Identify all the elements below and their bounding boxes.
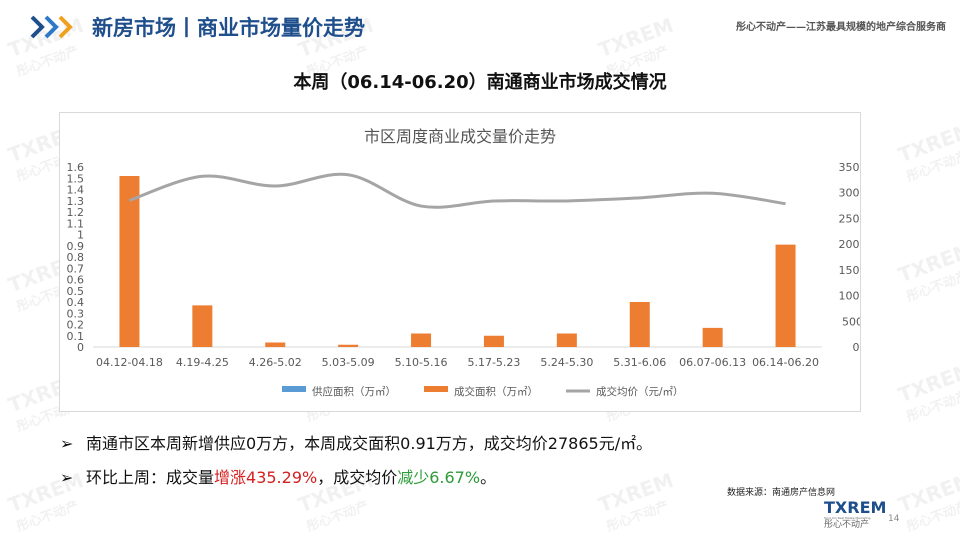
deal-bar <box>192 305 213 347</box>
y-left-tick-label: 0.7 <box>67 262 85 275</box>
deal-bar <box>775 244 796 347</box>
x-tick-label: 5.24-5.30 <box>540 356 593 369</box>
combo-chart: 00.10.20.30.40.50.60.70.80.911.11.21.31.… <box>67 161 874 398</box>
x-tick-label: 5.03-5.09 <box>322 356 375 369</box>
y-left-tick-label: 0.4 <box>67 296 85 309</box>
bullet-arrow-icon: ➢ <box>60 434 74 453</box>
y-right-tick-label: 15000 <box>839 264 861 277</box>
y-left-tick-label: 0 <box>77 341 84 354</box>
volume-change: 增涨435.29% <box>214 468 318 487</box>
y-left-tick-label: 0.2 <box>67 319 85 332</box>
y-left-tick-label: 1.5 <box>67 172 85 185</box>
bullet-text-2c: ，成交均价 <box>317 468 398 487</box>
section-subtitle: 本周（06.14-06.20）南通商业市场成交情况 <box>293 72 667 93</box>
y-left-tick-label: 1.1 <box>67 217 85 230</box>
y-right-tick-label: 30000 <box>839 187 861 200</box>
y-left-tick-label: 0.1 <box>67 330 85 343</box>
legend-swatch-bar <box>424 386 448 392</box>
logo-text: TXREM <box>824 498 887 517</box>
y-right-tick-label: 5000 <box>842 315 860 328</box>
header-slogan: 彤心不动产——江苏最具规模的地产综合服务商 <box>736 22 946 33</box>
watermark-main: TXREM <box>894 467 960 518</box>
chart-container: 市区周度商业成交量价走势 0 0.1 0.2 0.3 0.4 0.5 0.6 0.7 0.8 0.… <box>59 112 874 412</box>
watermark-sub: 彤心不动产 <box>304 498 371 536</box>
y-left-tick-label: 0.3 <box>67 307 85 320</box>
x-tick-label: 06.07-06.13 <box>679 356 746 369</box>
legend-label: 成交面积（万㎡） <box>454 385 538 398</box>
watermark-main: TXREM <box>594 467 677 518</box>
y-left-tick-label: 1.2 <box>67 206 85 219</box>
deal-bar <box>411 333 432 347</box>
legend-label: 成交均价（元/㎡） <box>596 385 684 398</box>
bullet-text-2e: 。 <box>480 468 497 487</box>
watermark-sub: 彤心不动产 <box>604 498 671 536</box>
bullet-text-1: 南通市区本周新增供应0万方，本周成交面积0.91万方，成交均价27865元/㎡。 <box>86 434 653 453</box>
bullet-arrow-icon: ➢ <box>60 468 74 487</box>
chart-title: 市区周度商业成交量价走势 <box>363 127 556 146</box>
y-left-tick-label: 0.8 <box>67 251 85 264</box>
company-logo: TXREM Tong Xin Real Estate Marketing 彤心不… <box>824 500 888 536</box>
logo-tagline: Tong Xin Real Estate Marketing <box>824 516 871 520</box>
bullet-supply: ➢ 南通市区本周新增供应0万方，本周成交面积0.91万方，成交均价27865元/㎡… <box>60 430 652 454</box>
watermark-sub: 彤心不动产 <box>904 268 960 306</box>
logo-subtext: 彤心不动产 <box>824 520 870 530</box>
y-right-tick-label: 0 <box>853 341 860 354</box>
y-right-tick-label: 10000 <box>839 290 861 303</box>
legend-swatch-bar <box>282 386 306 392</box>
watermark-main: TXREM <box>894 237 960 288</box>
watermark-sub: 彤心不动产 <box>904 388 960 426</box>
data-source: 数据来源：南通房产信息网 <box>727 488 836 498</box>
deal-bar <box>338 344 359 347</box>
watermark-main: TXREM <box>894 357 960 408</box>
watermark-sub: 彤心不动产 <box>904 498 960 536</box>
bullet-change: ➢ 环比上周：成交量增涨435.29%，成交均价减少6.67%。 <box>60 464 496 488</box>
y-left-tick-label: 1 <box>77 229 84 242</box>
x-tick-label: 06.14-06.20 <box>752 356 819 369</box>
y-right-tick-label: 35000 <box>839 161 861 174</box>
watermark-sub: 彤心不动产 <box>904 148 960 186</box>
legend-label: 供应面积（万㎡） <box>312 385 396 398</box>
bullet-text-2a: 环比上周：成交量 <box>86 468 215 487</box>
y-right-tick-label: 20000 <box>839 238 861 251</box>
deal-bar <box>556 333 577 347</box>
deal-bar <box>119 176 140 347</box>
x-tick-label: 04.12-04.18 <box>96 356 163 369</box>
deal-bar <box>265 342 286 347</box>
chevron-arrows-icon <box>30 15 73 39</box>
y-right-tick-label: 25000 <box>839 212 861 225</box>
x-tick-label: 5.31-6.06 <box>613 356 666 369</box>
y-left-tick-label: 1.6 <box>67 161 85 174</box>
deal-bar <box>483 335 504 347</box>
y-left-tick-label: 1.3 <box>67 195 85 208</box>
x-tick-label: 5.10-5.16 <box>395 356 448 369</box>
deal-bar <box>702 327 723 347</box>
watermark-main: TXREM <box>894 117 960 168</box>
deal-bar <box>629 302 650 347</box>
y-left-tick-label: 1.4 <box>67 184 85 197</box>
x-tick-label: 5.17-5.23 <box>467 356 520 369</box>
x-tick-label: 4.26-5.02 <box>249 356 302 369</box>
y-left-tick-label: 0.5 <box>67 285 85 298</box>
page-title: 新房市场丨商业市场量价走势 <box>92 16 365 40</box>
price-change: 减少6.67% <box>397 468 481 487</box>
y-left-tick-label: 0.6 <box>67 274 85 287</box>
watermark-sub: 彤心不动产 <box>14 498 81 536</box>
price-line <box>128 172 786 209</box>
y-left-tick-label: 0.9 <box>67 240 85 253</box>
x-tick-label: 4.19-4.25 <box>176 356 229 369</box>
page-number: 14 <box>888 514 900 524</box>
header: 新房市场丨商业市场量价走势 彤心不动产——江苏最具规模的地产综合服务商 <box>0 0 960 52</box>
